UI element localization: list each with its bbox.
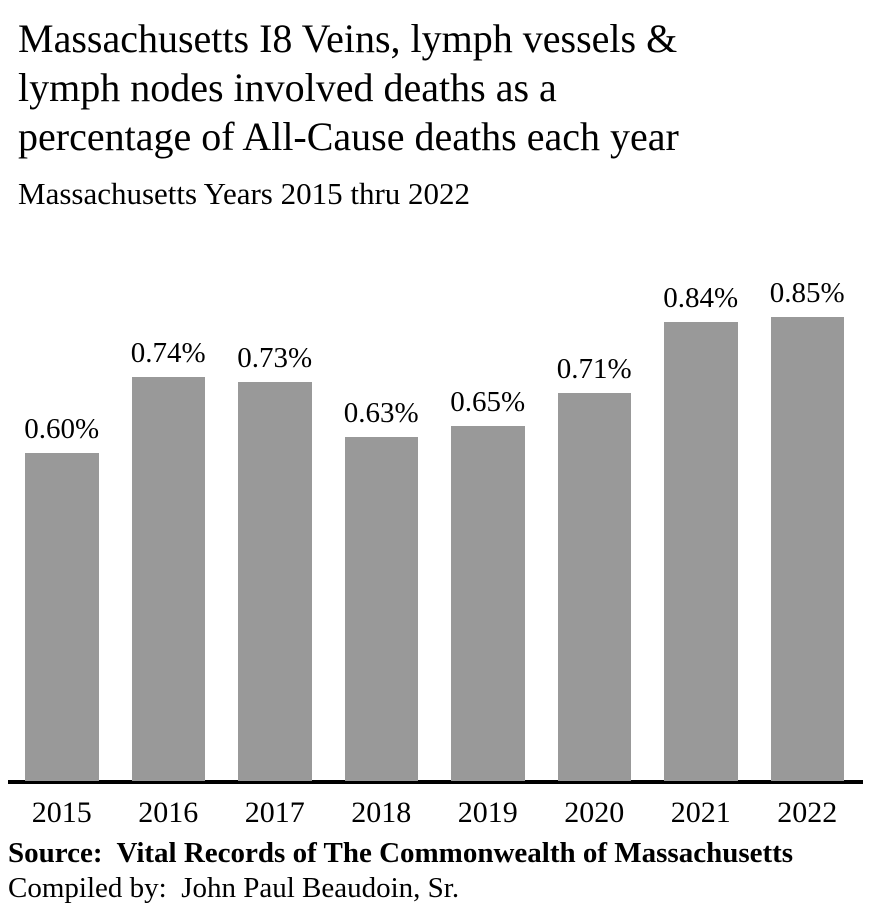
bar-value-label-2019: 0.65%	[450, 386, 526, 418]
bar-value-label-2016: 0.74%	[130, 337, 206, 369]
x-axis-line	[8, 780, 863, 784]
bar-2019	[451, 426, 525, 781]
bar-value-label-2015: 0.60%	[24, 413, 100, 445]
x-tick-label-2021: 2021	[670, 796, 731, 829]
bar-2017	[238, 382, 312, 781]
chart-title: Massachusetts I8 Veins, lymph vessels & …	[18, 16, 679, 159]
x-tick-label-2019: 2019	[457, 796, 518, 829]
compiled-line: Compiled by: John Paul Beaudoin, Sr.	[8, 872, 460, 904]
bar-2022	[770, 317, 844, 781]
bar-value-label-2020: 0.71%	[556, 353, 632, 385]
x-tick-label-2018: 2018	[351, 796, 412, 829]
x-tick-label-2016: 2016	[138, 796, 199, 829]
bar-2016	[131, 377, 205, 781]
bar-2015	[25, 453, 99, 781]
source-line: Source: Vital Records of The Commonwealt…	[8, 837, 794, 869]
bar-value-label-2022: 0.85%	[769, 277, 845, 309]
bar-value-label-2017: 0.73%	[237, 342, 313, 374]
bar-2021	[664, 322, 738, 781]
bar-2018	[344, 437, 418, 781]
x-tick-label-2017: 2017	[244, 796, 305, 829]
x-tick-label-2022: 2022	[777, 796, 838, 829]
bar-2020	[557, 393, 631, 781]
bar-value-label-2018: 0.63%	[343, 397, 419, 429]
x-tick-label-2020: 2020	[564, 796, 625, 829]
chart-subtitle: Massachusetts Years 2015 thru 2022	[18, 176, 471, 211]
bar-value-label-2021: 0.84%	[663, 282, 739, 314]
x-tick-label-2015: 2015	[31, 796, 92, 829]
